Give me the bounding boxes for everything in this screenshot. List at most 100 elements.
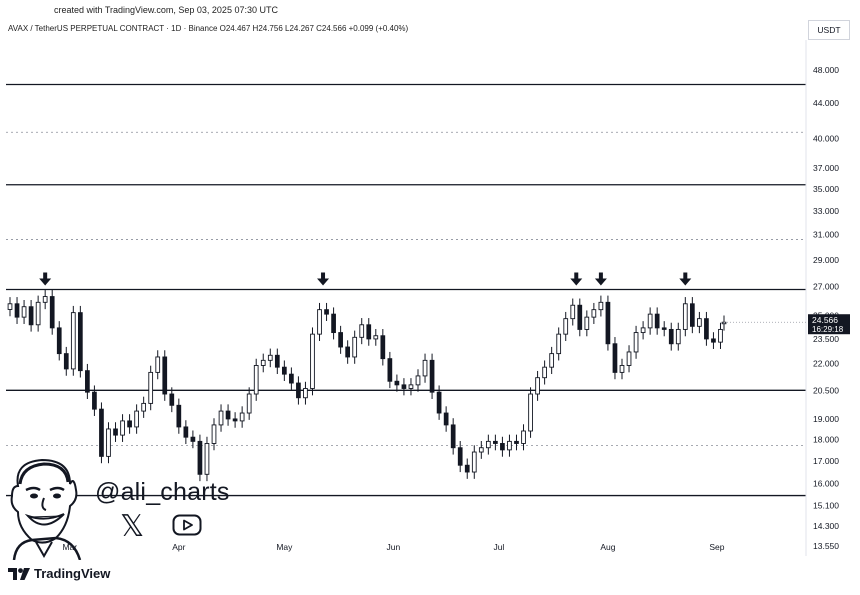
down-arrow-icon [570,272,583,286]
candle-body [141,402,147,412]
candle-body [92,391,97,410]
candle-body [148,371,154,404]
candle-body [204,443,210,475]
candle [366,318,372,346]
candle [633,325,639,359]
candle [591,302,597,324]
candle [28,299,34,332]
candle [521,424,526,451]
candle-body [28,306,34,326]
candle [556,327,562,361]
tradingview-brand[interactable]: TradingView [8,566,110,581]
candle [232,412,238,428]
candle [598,295,604,317]
candle [514,434,519,451]
candle-body [401,384,407,389]
candle-body [134,410,139,428]
price-tick-label: 23.500 [813,334,839,344]
candlesticks [7,289,727,482]
candle [697,311,702,334]
candle [471,445,477,479]
candle [127,414,132,434]
candle-body [457,447,463,466]
candle [605,295,611,351]
time-tick-label: Jun [387,542,401,552]
candle [345,340,351,364]
candle [422,353,428,383]
candle [373,329,379,346]
currency-selector[interactable]: USDT [808,20,850,40]
candle-body [190,436,196,442]
candle [500,436,505,457]
candle-body [338,332,343,348]
candle [324,302,329,321]
down-arrow-icon [679,272,692,286]
candle-body [366,324,372,340]
candle [7,297,13,317]
candle [387,351,393,389]
candle [113,422,118,442]
candle-body [563,318,569,335]
candle-body [77,312,83,372]
candle [183,420,189,445]
candle-body [281,366,287,375]
candle [443,406,449,432]
avatar-caricature-icon [10,458,82,560]
candle [63,346,69,376]
candle-body [415,375,421,386]
candle [415,369,421,392]
candle [176,398,182,434]
candle [190,430,196,449]
candle-body [274,354,280,368]
candle-body [63,353,69,370]
price-tick-label: 27.000 [813,282,839,292]
candle [211,418,217,451]
candle-body [464,464,470,473]
candle [317,302,322,341]
candle-body [331,313,336,334]
candle [218,404,224,432]
candle [197,434,203,482]
candle-body [549,353,555,368]
candle-body [591,309,597,318]
candle [85,363,90,399]
candle [626,345,632,373]
candle-body [218,410,224,426]
down-arrow-icon [317,272,330,286]
candle [654,307,660,335]
candle-body [633,332,639,353]
candle [162,350,168,401]
price-tick-label: 29.000 [813,255,839,265]
candle [281,360,287,381]
candle [584,310,590,337]
candle [563,311,569,341]
candle-body [7,303,13,310]
candle-body [485,440,491,449]
candle-body [232,418,238,422]
candle [457,441,463,473]
candle [718,322,723,349]
candle [689,297,695,334]
candle [507,434,512,457]
candle [359,318,365,345]
candle-body [577,304,583,330]
candle [239,406,245,428]
candle-body [155,356,161,373]
candle-body [42,296,48,303]
candle-body [429,359,435,393]
candle [711,332,716,349]
candle-body [394,380,400,386]
candle-body [436,391,442,414]
candle-body [612,343,618,373]
chart-credit: created with TradingView.com, Sep 03, 20… [54,5,278,15]
candle-body [99,408,104,457]
candle-body [176,404,182,428]
candle [204,436,210,482]
candle [134,404,139,434]
candle [141,396,147,418]
candle-body [120,420,125,436]
candle [619,358,625,380]
candle-body [162,356,168,395]
